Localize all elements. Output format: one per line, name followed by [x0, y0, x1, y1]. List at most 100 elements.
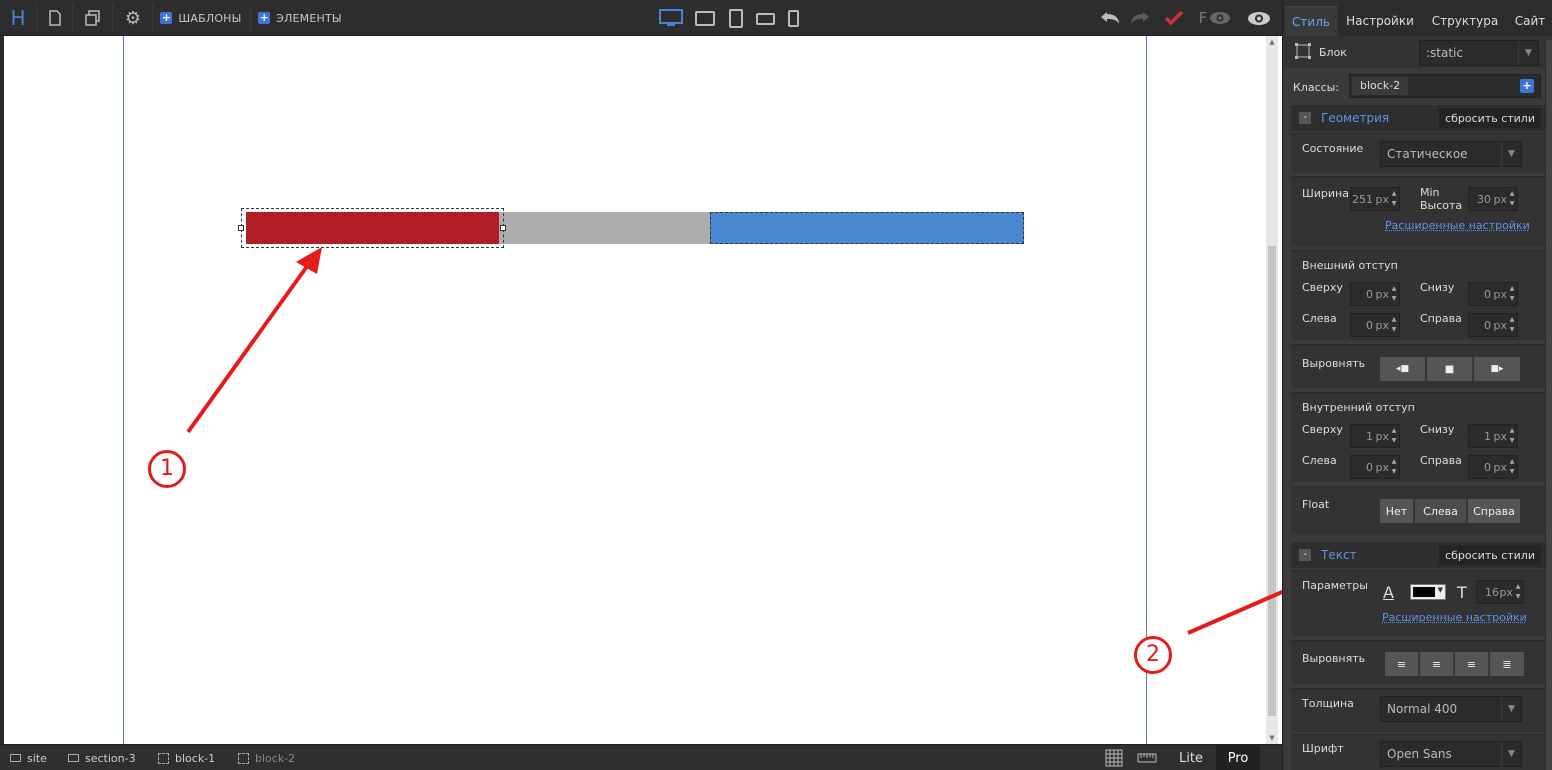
tab-settings[interactable]: Настройки — [1346, 14, 1414, 28]
block-blue[interactable] — [710, 212, 1024, 244]
page-canvas[interactable] — [0, 36, 1282, 744]
text-align-right-icon[interactable]: ≡ — [1455, 652, 1489, 676]
padding-group: Внутренний отступ Сверху 1 px ▲ ▼ Снизу 1… — [1291, 392, 1545, 482]
reset-text-styles-button[interactable]: сбросить стили — [1439, 545, 1541, 565]
stepper-icon[interactable]: ▲ ▼ — [1509, 190, 1515, 207]
undo-icon[interactable] — [1096, 0, 1124, 36]
width-input[interactable]: 251 px ▲ ▼ — [1350, 187, 1400, 211]
settings-gear-icon[interactable]: ⚙ — [124, 7, 142, 29]
padding-top-input[interactable]: 1 px ▲ ▼ — [1350, 424, 1400, 448]
padding-left-input[interactable]: 0 px ▲ ▼ — [1350, 455, 1400, 479]
align-center-button[interactable]: ■ — [1427, 357, 1473, 381]
annotation-marker-2: 2 — [1134, 636, 1172, 674]
align-left-button[interactable]: ◂■ — [1380, 357, 1426, 381]
block-icon — [1295, 43, 1311, 59]
grid-icon[interactable] — [1102, 745, 1126, 770]
text-align-left-icon[interactable]: ≡ — [1385, 652, 1419, 676]
text-advanced-settings-link[interactable]: Расширенные настройки — [1382, 611, 1527, 624]
plus-icon: + — [160, 11, 173, 24]
chevron-down-icon: ▼ — [1501, 142, 1521, 166]
margin-group: Внешний отступ Сверху 0 px ▲ ▼ Снизу 0 px… — [1291, 250, 1545, 340]
bottom-bar: site section-3 block-1 block-2 Lite Pro — [0, 744, 1282, 770]
phone-landscape-icon[interactable] — [752, 0, 778, 36]
new-page-icon[interactable] — [40, 0, 70, 36]
desktop-view-icon[interactable] — [656, 0, 686, 36]
panel-scrollbar[interactable] — [1545, 40, 1552, 770]
tablet-landscape-icon[interactable] — [692, 0, 718, 36]
block-icon — [158, 752, 169, 764]
text-params-group: Параметры A ▼ T 16 px ▲ ▼ Расширенные нас… — [1291, 570, 1545, 636]
min-height-input[interactable]: 30 px ▲ ▼ — [1468, 187, 1518, 211]
class-tag[interactable]: block-2 — [1352, 77, 1409, 95]
breadcrumb-site[interactable]: site — [10, 745, 47, 770]
templates-button[interactable]: + ШАБЛОНЫ — [160, 11, 242, 25]
text-color-icon: A — [1383, 583, 1394, 602]
float-left-button[interactable]: Слева — [1415, 499, 1467, 523]
text-section-header[interactable]: - Текст сбросить стили — [1291, 542, 1545, 568]
tab-style[interactable]: Стиль — [1285, 6, 1337, 36]
canvas-scrollbar[interactable]: ▲ ▼ — [1266, 36, 1278, 744]
align-right-button[interactable]: ■▸ — [1474, 357, 1520, 381]
margin-right-input[interactable]: 0 px ▲ ▼ — [1468, 313, 1518, 337]
panel-tabs: Стиль Настройки Структура Сайт — [1283, 0, 1552, 36]
breadcrumb-section[interactable]: section-3 — [68, 745, 136, 770]
scrollbar-thumb[interactable] — [1268, 246, 1276, 716]
tab-structure[interactable]: Структура — [1431, 14, 1499, 28]
padding-right-input[interactable]: 0 px ▲ ▼ — [1468, 455, 1518, 479]
align-group: Выровнять ◂■ ■ ■▸ — [1291, 344, 1545, 388]
block-gray[interactable] — [499, 212, 710, 244]
float-group: Float Нет Слева Справа — [1291, 486, 1545, 534]
font-family-select[interactable]: Open Sans ▼ — [1380, 741, 1522, 767]
breadcrumb-block-2[interactable]: block-2 — [238, 745, 295, 770]
collapse-icon[interactable]: - — [1299, 112, 1311, 124]
state-group: Состояние Статическое ▼ — [1291, 133, 1545, 173]
lite-mode-button[interactable]: Lite — [1179, 750, 1203, 766]
pages-icon[interactable] — [78, 0, 108, 36]
block-1[interactable] — [246, 212, 499, 244]
element-row: Блок :static ▼ — [1283, 36, 1552, 68]
chevron-down-icon: ▼ — [1501, 697, 1521, 721]
size-group: Ширина 251 px ▲ ▼ Min Высота 30 px ▲ ▼ Рас… — [1291, 176, 1545, 246]
collapse-icon[interactable]: - — [1299, 549, 1311, 561]
elements-button[interactable]: + ЭЛЕМЕНТЫ — [258, 11, 342, 25]
pro-mode-button[interactable]: Pro — [1216, 745, 1260, 770]
resize-handle-left[interactable] — [238, 225, 244, 231]
font-size-input[interactable]: 16 px ▲ ▼ — [1476, 580, 1524, 604]
reset-styles-button[interactable]: сбросить стили — [1439, 108, 1541, 128]
state-selector[interactable]: :static ▼ — [1419, 40, 1539, 66]
fullscreen-preview-button[interactable]: F — [1192, 0, 1238, 36]
tablet-portrait-icon[interactable] — [724, 0, 748, 36]
publish-check-icon[interactable] — [1160, 0, 1188, 36]
redo-icon[interactable] — [1126, 0, 1154, 36]
float-none-button[interactable]: Нет — [1380, 499, 1414, 523]
preview-eye-icon — [1210, 12, 1231, 24]
margin-left-input[interactable]: 0 px ▲ ▼ — [1350, 313, 1400, 337]
margin-top-input[interactable]: 0 px ▲ ▼ — [1350, 282, 1400, 306]
add-class-button[interactable]: + — [1520, 79, 1534, 93]
text-align-center-icon[interactable]: ≡ — [1420, 652, 1454, 676]
font-weight-select[interactable]: Normal 400 ▼ — [1380, 696, 1522, 722]
state-select[interactable]: Статическое ▼ — [1380, 141, 1522, 167]
font-group: Шрифт Open Sans ▼ — [1291, 734, 1545, 770]
float-right-button[interactable]: Справа — [1468, 499, 1520, 523]
preview-eye-icon[interactable] — [1244, 0, 1274, 36]
ruler-icon[interactable] — [1134, 745, 1160, 770]
tab-site[interactable]: Сайт — [1514, 14, 1546, 28]
weight-group: Толщина Normal 400 ▼ — [1291, 688, 1545, 732]
resize-handle-right[interactable] — [500, 225, 506, 231]
text-color-picker[interactable]: ▼ — [1410, 584, 1446, 600]
geometry-section-header[interactable]: - Геометрия сбросить стили — [1291, 105, 1545, 131]
phone-portrait-icon[interactable] — [782, 0, 804, 36]
annotation-marker-1: 1 — [148, 450, 186, 488]
classes-input[interactable]: block-2 — [1349, 74, 1541, 98]
padding-bottom-input[interactable]: 1 px ▲ ▼ — [1468, 424, 1518, 448]
margin-bottom-input[interactable]: 0 px ▲ ▼ — [1468, 282, 1518, 306]
breadcrumb-block-1[interactable]: block-1 — [158, 745, 215, 770]
text-align-justify-icon[interactable]: ≣ — [1490, 652, 1524, 676]
stepper-icon[interactable]: ▲ ▼ — [1391, 190, 1397, 207]
advanced-settings-link[interactable]: Расширенные настройки — [1385, 219, 1530, 232]
chevron-down-icon: ▼ — [1501, 742, 1521, 766]
app-logo-icon[interactable]: H — [10, 6, 26, 30]
text-align-group: Выровнять ≡ ≡ ≡ ≣ — [1291, 640, 1545, 684]
chevron-down-icon: ▼ — [1518, 41, 1538, 65]
